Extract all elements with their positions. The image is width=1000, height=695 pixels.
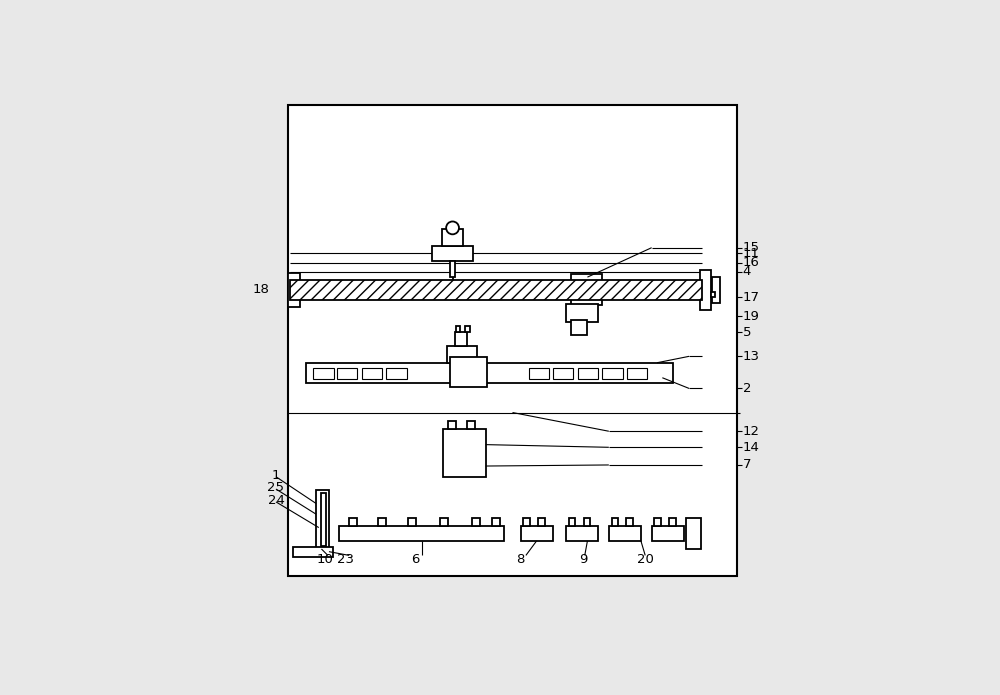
Circle shape <box>446 222 459 234</box>
Text: 8: 8 <box>516 553 525 566</box>
Text: 25: 25 <box>267 482 284 494</box>
Bar <box>337 368 357 379</box>
Bar <box>408 518 416 526</box>
Bar <box>432 246 473 261</box>
Bar <box>386 368 407 379</box>
Bar <box>612 518 618 526</box>
Bar <box>712 277 720 303</box>
Bar <box>288 273 300 306</box>
Bar <box>700 270 711 310</box>
Text: 9: 9 <box>579 553 588 566</box>
Bar <box>293 548 333 557</box>
Bar <box>455 332 467 345</box>
Bar <box>447 345 477 363</box>
Bar <box>711 292 715 297</box>
Bar <box>571 320 587 335</box>
Bar <box>467 420 475 429</box>
Text: 11: 11 <box>743 247 760 259</box>
Text: 24: 24 <box>268 494 284 507</box>
Text: 15: 15 <box>743 241 760 254</box>
Bar <box>569 518 575 526</box>
Bar <box>523 518 530 526</box>
Text: 18: 18 <box>253 284 269 297</box>
Bar <box>378 518 386 526</box>
Text: 4: 4 <box>743 265 751 278</box>
Bar <box>450 261 455 277</box>
Bar <box>602 368 623 379</box>
Bar <box>492 518 500 526</box>
Bar <box>321 493 326 546</box>
Text: 12: 12 <box>743 425 760 438</box>
Bar <box>313 368 334 379</box>
Text: 5: 5 <box>743 326 751 338</box>
Bar <box>669 518 676 526</box>
Bar <box>442 229 463 246</box>
Bar <box>686 518 701 549</box>
Bar <box>566 304 598 322</box>
Text: 7: 7 <box>743 459 751 471</box>
Text: 17: 17 <box>743 291 760 304</box>
Bar <box>465 326 470 332</box>
Text: 14: 14 <box>743 441 759 454</box>
Bar <box>349 518 357 526</box>
Bar <box>290 280 702 300</box>
Text: 1: 1 <box>272 468 280 482</box>
Bar <box>652 526 684 541</box>
Bar <box>288 105 737 575</box>
Bar <box>521 526 553 541</box>
Bar <box>627 368 647 379</box>
Bar <box>609 526 641 541</box>
Text: 6: 6 <box>411 553 419 566</box>
Bar <box>339 526 504 541</box>
Bar <box>456 326 460 332</box>
Bar <box>626 518 633 526</box>
Bar <box>362 368 382 379</box>
Text: 2: 2 <box>743 382 751 395</box>
Bar <box>440 518 448 526</box>
Bar <box>571 275 602 306</box>
Bar <box>443 429 486 477</box>
Bar <box>450 357 487 387</box>
Bar <box>584 518 590 526</box>
Bar <box>472 518 480 526</box>
Text: 10: 10 <box>317 553 334 566</box>
Bar <box>448 420 456 429</box>
Bar <box>566 526 598 541</box>
Bar <box>529 368 549 379</box>
Text: 20: 20 <box>637 553 654 566</box>
Text: 19: 19 <box>743 310 759 322</box>
Text: 13: 13 <box>743 350 760 363</box>
Bar <box>538 518 545 526</box>
Bar <box>578 368 598 379</box>
Bar <box>654 518 661 526</box>
Text: 23: 23 <box>337 553 354 566</box>
Bar <box>316 490 329 549</box>
Text: 16: 16 <box>743 256 759 269</box>
Bar <box>553 368 573 379</box>
Bar <box>306 363 673 383</box>
